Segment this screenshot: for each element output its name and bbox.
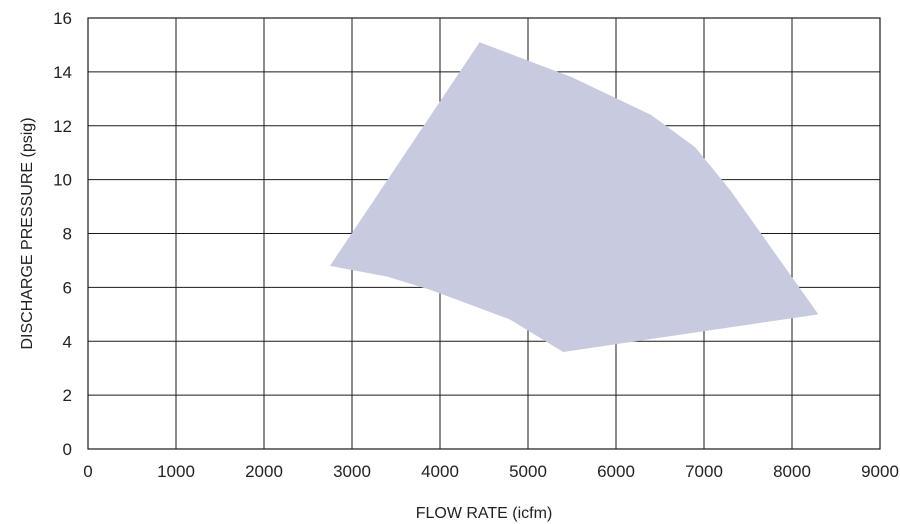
y-tick-label: 0 xyxy=(63,440,72,459)
x-tick-label: 2000 xyxy=(245,462,283,481)
y-axis-label: DISCHARGE PRESSURE (psig) xyxy=(19,117,36,349)
y-tick-label: 16 xyxy=(53,9,72,28)
y-tick-label: 2 xyxy=(63,386,72,405)
x-tick-label: 9000 xyxy=(861,462,899,481)
x-tick-label: 1000 xyxy=(157,462,195,481)
x-axis-ticks: 0 1000 2000 3000 4000 5000 6000 7000 8000 9000 xyxy=(83,462,899,481)
y-tick-label: 12 xyxy=(53,117,72,136)
x-tick-label: 8000 xyxy=(773,462,811,481)
y-axis-ticks: 0 2 4 6 8 10 12 14 16 xyxy=(53,9,72,459)
x-tick-label: 5000 xyxy=(509,462,547,481)
x-axis-label: FLOW RATE (icfm) xyxy=(416,505,553,522)
y-tick-label: 10 xyxy=(53,171,72,190)
y-tick-label: 8 xyxy=(63,225,72,244)
x-tick-label: 0 xyxy=(83,462,92,481)
x-tick-label: 6000 xyxy=(597,462,635,481)
x-tick-label: 4000 xyxy=(421,462,459,481)
y-tick-label: 14 xyxy=(53,63,72,82)
y-tick-label: 4 xyxy=(63,332,72,351)
y-tick-label: 6 xyxy=(63,278,72,297)
x-tick-label: 3000 xyxy=(333,462,371,481)
x-tick-label: 7000 xyxy=(685,462,723,481)
operating-region xyxy=(330,42,819,353)
plot-frame xyxy=(87,17,881,450)
